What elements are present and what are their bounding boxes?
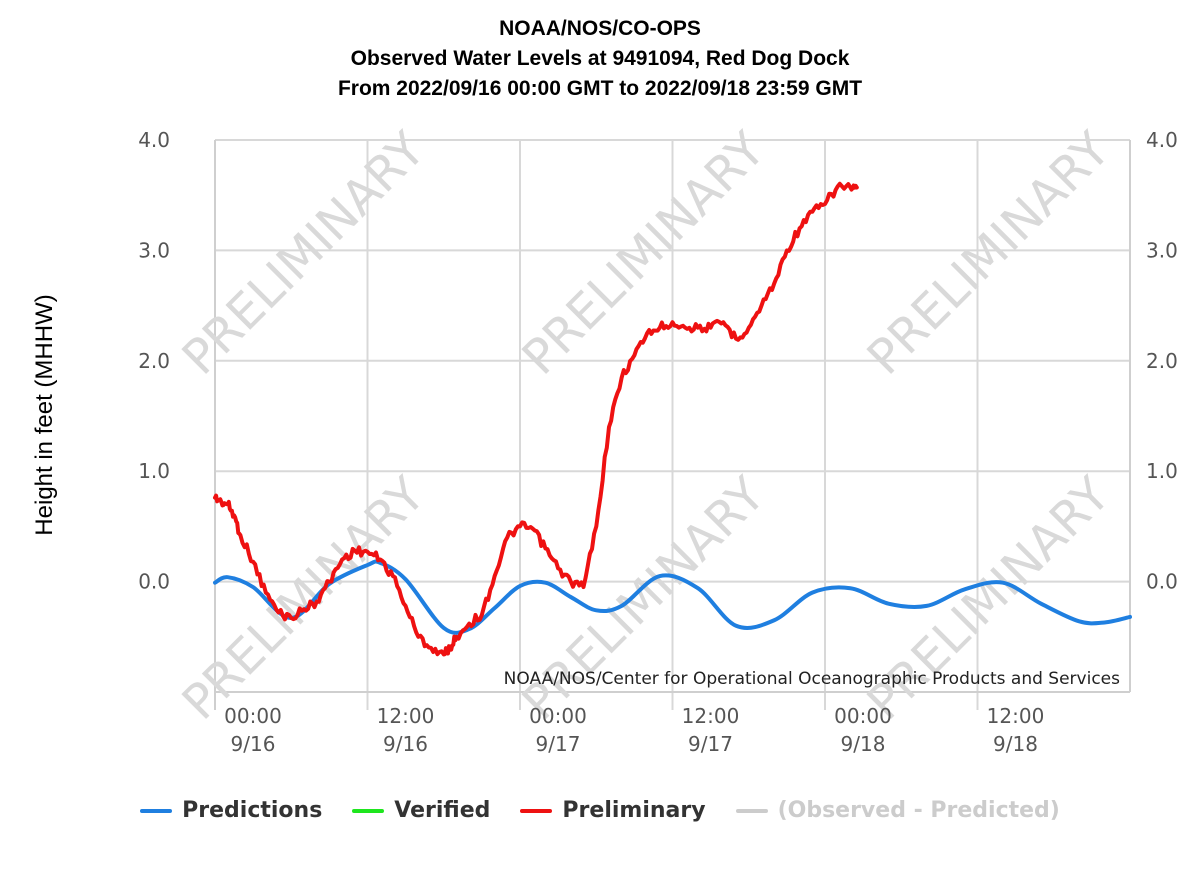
legend-label: Predictions — [182, 798, 323, 823]
watermark-text: PRELIMINARY — [172, 121, 437, 386]
y-tick-label-left: 2.0 — [138, 349, 170, 373]
title-line-agency: NOAA/NOS/CO-OPS — [499, 17, 701, 40]
legend-item[interactable]: Predictions — [140, 798, 322, 823]
title-line-station: Observed Water Levels at 9491094, Red Do… — [350, 47, 850, 70]
y-tick-label-right: 4.0 — [1146, 128, 1178, 152]
legend-swatch — [352, 808, 385, 813]
series-lines — [213, 181, 1132, 657]
x-tick-label-time: 00:00 — [529, 704, 587, 728]
legend-item[interactable]: Preliminary — [520, 798, 706, 823]
x-tick-label-date: 9/16 — [383, 732, 428, 756]
x-tick-label-date: 9/16 — [231, 732, 276, 756]
title-line-range: From 2022/09/16 00:00 GMT to 2022/09/18 … — [337, 77, 863, 100]
x-tick-label-date: 9/18 — [993, 732, 1038, 756]
watermarks: PRELIMINARY PRELIMINARY PRELIMINARYPRELIMI… — [172, 121, 1122, 731]
x-tick-label-date: 9/18 — [841, 732, 886, 756]
y-tick-label-left: 4.0 — [138, 128, 170, 152]
y-tick-label-right: 1.0 — [1146, 459, 1178, 483]
legend-label: (Observed - Predicted) — [777, 798, 1060, 823]
x-tick-label-time: 00:00 — [834, 704, 892, 728]
axes: 4.0 4.0 3.0 3.0 2.0 2.0 1.0 1.0 0.0 0.0 00:00 9/16 1… — [138, 128, 1178, 756]
watermark-text: PRELIMINARY — [512, 121, 777, 386]
x-tick-label-time: 12:00 — [682, 704, 740, 728]
y-tick-label-left: 3.0 — [138, 238, 170, 262]
legend-item[interactable]: Verified — [352, 798, 490, 823]
legend-label: Verified — [394, 798, 491, 823]
credit-text: NOAA/NOS/Center for Operational Oceanogr… — [504, 669, 1120, 689]
legend-item[interactable]: (Observed - Predicted) — [735, 798, 1060, 823]
y-axis-label: Height in feet (MHHW) — [31, 294, 58, 535]
grid-lines — [214, 139, 1131, 710]
chart-title: NOAA/NOS/CO-OPS Observed Water Levels at… — [0, 14, 1200, 104]
y-tick-label-left: 1.0 — [138, 459, 170, 483]
y-tick-label-left: 0.0 — [138, 570, 170, 594]
watermark-text: PRELIMINARY — [857, 121, 1122, 386]
x-tick-label-time: 12:00 — [987, 704, 1045, 728]
x-tick-label-date: 9/17 — [688, 732, 733, 756]
legend-swatch — [520, 808, 553, 813]
legend-label: Preliminary — [562, 798, 706, 823]
x-tick-label-date: 9/17 — [536, 732, 581, 756]
y-tick-label-right: 3.0 — [1146, 238, 1178, 262]
legend-swatch — [140, 808, 173, 813]
legend: Predictions Verified Preliminary (Observed … — [0, 798, 1200, 823]
series-line-predictions — [213, 559, 1132, 635]
series-line-preliminary — [213, 181, 859, 657]
y-tick-label-right: 0.0 — [1146, 570, 1178, 594]
x-tick-label-time: 12:00 — [377, 704, 435, 728]
y-tick-label-right: 2.0 — [1146, 349, 1178, 373]
legend-swatch — [735, 808, 768, 813]
x-tick-label-time: 00:00 — [224, 704, 282, 728]
